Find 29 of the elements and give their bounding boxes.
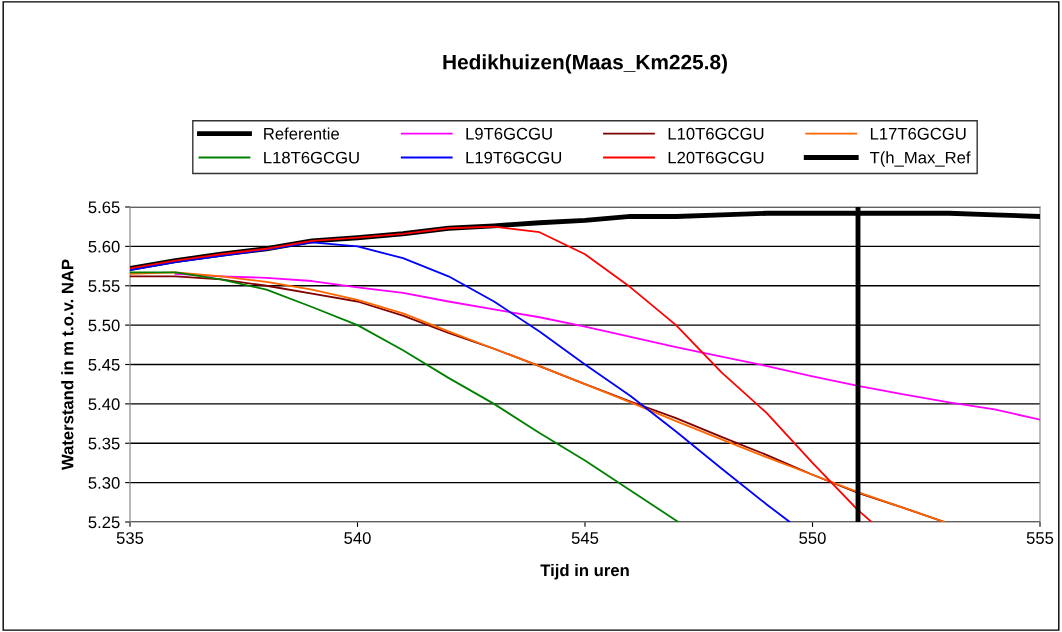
y-tick-label: 5.40: [88, 398, 120, 411]
y-tick-label: 5.35: [88, 437, 120, 450]
x-tick-label: 540: [344, 532, 371, 544]
legend-label: Referentie: [264, 127, 339, 140]
legend-label: T(h_Max_Ref: [869, 151, 971, 167]
chart-title: Hedikhuizen(Maas_Km225.8): [443, 54, 727, 74]
legend-label: L10T6GCGU: [668, 127, 764, 140]
y-tick-label: 5.45: [88, 359, 120, 371]
legend-label: L19T6GCGU: [466, 151, 562, 164]
legend-label: L20T6GCGU: [668, 151, 764, 164]
y-tick-label: 5.55: [88, 280, 120, 292]
y-tick-label: 5.30: [88, 477, 120, 489]
y-tick-label: 5.65: [88, 201, 120, 214]
legend-label: L9T6GCGU: [466, 127, 552, 140]
line-series: [130, 225, 873, 522]
y-tick-label: 5.25: [88, 516, 120, 529]
x-tick-label: 535: [116, 532, 144, 544]
line-series: [130, 241, 791, 522]
x-tick-label: 550: [799, 532, 826, 544]
line-series: [174, 273, 1040, 421]
y-tick-label: 5.50: [88, 319, 120, 332]
y-axis-title: Waterstand in m t.o.v. NAP: [61, 259, 74, 471]
x-tick-label: 555: [1026, 532, 1054, 544]
line-series: [130, 271, 680, 522]
legend-label: L18T6GCGU: [264, 151, 359, 164]
legend-label: L17T6GCGU: [870, 127, 966, 140]
y-tick-label: 5.60: [88, 240, 120, 253]
x-tick-label: 545: [571, 532, 599, 544]
x-axis-title: Tijd in uren: [540, 563, 629, 580]
